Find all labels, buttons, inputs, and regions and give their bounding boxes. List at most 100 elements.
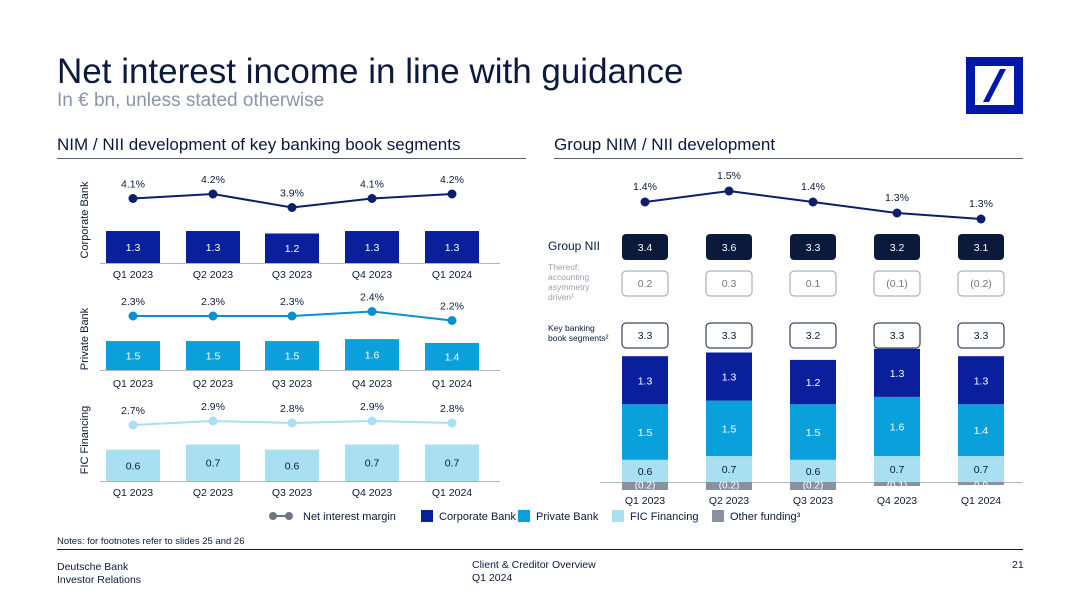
group-private-bar-label: 1.6 (890, 422, 905, 434)
private-nim-label: 2.3% (280, 296, 304, 308)
group-other-bar-label: (0.1) (887, 481, 908, 492)
group-corporate-bar (874, 348, 920, 397)
legend-nim-dot (269, 512, 277, 520)
corporate-nim-point (128, 194, 138, 203)
group-private-bar-label: 1.4 (974, 425, 989, 437)
group-private-bar-label: 1.5 (638, 427, 653, 439)
page-number: 21 (1012, 559, 1024, 571)
accounting-row-label: asymmetry (548, 282, 590, 292)
group-nim-label: 1.3% (885, 192, 909, 204)
private-nim-label: 2.3% (201, 296, 225, 308)
footnote: Notes: for footnotes refer to slides 25 … (57, 536, 245, 547)
group-corporate-bar (706, 352, 752, 401)
key-segments-value: 3.3 (722, 330, 737, 342)
legend-nim-dot (285, 512, 293, 520)
corporate-bar (106, 231, 160, 263)
corporate-nim-point (367, 194, 377, 203)
group-nii-value: 3.6 (722, 242, 737, 254)
group-fic-bar-label: 0.7 (890, 464, 905, 476)
legend-corporate-swatch (421, 510, 433, 522)
fic-bar-label: 0.7 (365, 458, 380, 470)
group-fic-bar (790, 459, 836, 482)
group-private-bar (958, 404, 1004, 457)
group-nim-point (640, 197, 650, 207)
private-bar-label: 1.4 (445, 351, 460, 363)
page-title: Net interest income in line with guidanc… (57, 52, 684, 91)
group-fic-bar-label: 0.6 (806, 466, 821, 478)
group-nim-point (724, 186, 734, 196)
group-other-bar (958, 482, 1004, 485)
group-other-bar (874, 482, 920, 486)
group-corporate-bar-label: 1.3 (722, 372, 737, 384)
group-nim-label: 1.3% (969, 198, 993, 210)
private-nim-label: 2.4% (360, 292, 384, 304)
key-segments-box (957, 322, 1005, 349)
accounting-value: (0.2) (970, 278, 992, 290)
private-category-label: Q1 2024 (432, 378, 472, 390)
corporate-panel-label: Corporate Bank (79, 181, 91, 259)
private-bar-label: 1.6 (365, 350, 380, 362)
group-other-bar-label: (0.2) (719, 481, 740, 492)
accounting-row-label: Thereof: (548, 262, 580, 272)
left-section-title: NIM / NII development of key banking boo… (57, 135, 461, 154)
group-corporate-bar-label: 1.3 (974, 375, 989, 387)
fic-bar (425, 444, 479, 481)
private-category-label: Q1 2023 (113, 378, 153, 390)
group-nim-label: 1.5% (717, 170, 741, 182)
group-category-label: Q3 2023 (793, 495, 833, 507)
legend-label: Other funding³ (730, 511, 801, 523)
footer-department: Investor Relations (57, 574, 142, 586)
fic-category-label: Q3 2023 (272, 487, 312, 499)
group-private-bar (874, 396, 920, 457)
key-segments-box (789, 322, 837, 349)
group-other-bar-label: 0.0 (974, 481, 988, 492)
corporate-category-label: Q1 2023 (113, 269, 153, 281)
group-fic-bar (958, 456, 1004, 482)
fic-nim-point (128, 420, 138, 430)
fic-bar-label: 0.7 (445, 458, 460, 470)
fic-category-label: Q4 2023 (352, 487, 392, 499)
corporate-nim-label: 4.2% (201, 174, 225, 186)
private-panel-label: Private Bank (79, 307, 91, 370)
group-fic-bar (706, 456, 752, 482)
fic-bar (186, 444, 240, 481)
group-private-bar (706, 400, 752, 457)
right-section-rule (554, 158, 1023, 159)
group-nii-box (874, 234, 920, 260)
group-corporate-bar-label: 1.3 (638, 375, 653, 387)
group-fic-bar (622, 459, 668, 482)
group-nim-point (892, 208, 902, 218)
group-fic-bar-label: 0.7 (722, 464, 737, 476)
fic-nim-label: 2.7% (121, 405, 145, 417)
corporate-nim-point (208, 189, 218, 199)
corporate-bar (265, 233, 319, 263)
group-corporate-bar-label: 1.3 (890, 368, 905, 380)
private-nim-label: 2.2% (440, 301, 464, 313)
corporate-nim-point (287, 203, 297, 212)
corporate-bar (186, 231, 240, 263)
group-category-label: Q4 2023 (877, 495, 917, 507)
corporate-nim-point (447, 189, 457, 199)
group-corporate-bar (790, 359, 836, 405)
legend-private-swatch (518, 510, 530, 522)
group-category-label: Q1 2023 (625, 495, 665, 507)
private-category-label: Q3 2023 (272, 378, 312, 390)
group-nii-value: 3.4 (638, 242, 653, 254)
fic-bar (106, 449, 160, 481)
group-nim-point (808, 197, 818, 207)
group-fic-bar (874, 456, 920, 482)
deutsche-bank-logo (966, 57, 1023, 114)
private-nim-point (367, 307, 377, 316)
private-bar (186, 341, 240, 370)
legend-label: Private Bank (536, 511, 599, 523)
private-nim-point (287, 311, 297, 321)
corporate-bar (425, 231, 479, 263)
fic-bar (345, 444, 399, 481)
group-other-bar (622, 482, 668, 490)
right-section-title: Group NIM / NII development (554, 135, 776, 154)
legend-label: Net interest margin (303, 511, 396, 523)
fic-nim-label: 2.9% (201, 401, 225, 413)
corporate-nim-label: 4.1% (121, 179, 145, 191)
group-category-label: Q1 2024 (961, 495, 1001, 507)
corporate-bar-label: 1.3 (126, 242, 141, 254)
